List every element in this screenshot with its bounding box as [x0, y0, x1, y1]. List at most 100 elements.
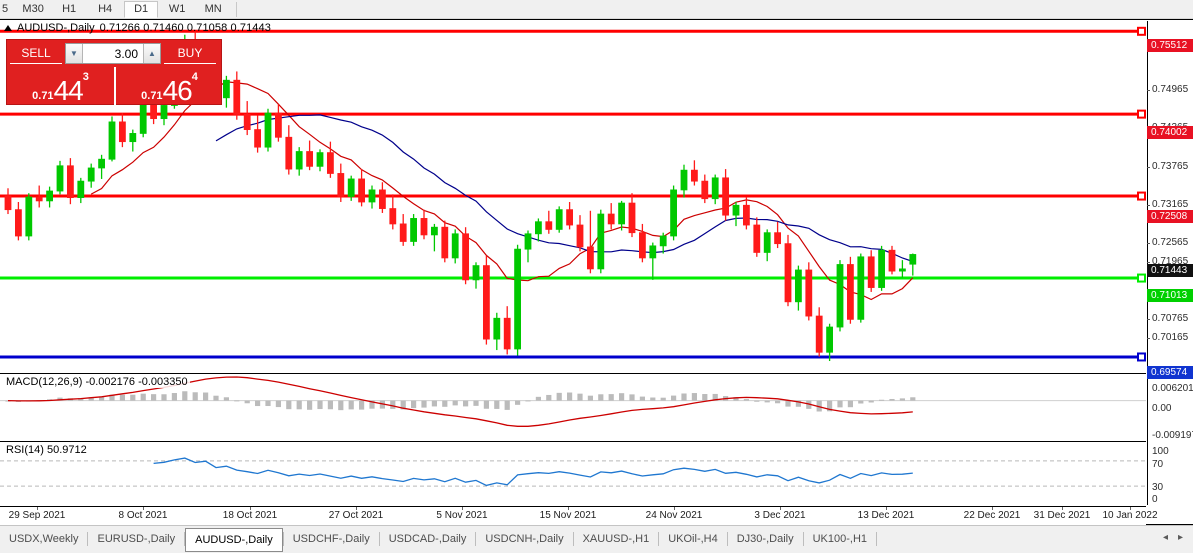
- buy-label[interactable]: BUY: [164, 43, 216, 64]
- date-tick-label: 18 Oct 2021: [222, 510, 278, 521]
- buy-button[interactable]: 0.71 46 4: [114, 67, 223, 106]
- price-level-badge-black[interactable]: 0.71443: [1147, 264, 1193, 277]
- date-tick-label: 29 Sep 2021: [8, 510, 66, 521]
- rsi-pane[interactable]: RSI(14) 50.9712: [0, 441, 1146, 505]
- sell-price-fraction: 3: [82, 71, 89, 83]
- chart-tab-uk100-h1[interactable]: UK100-,H1: [812, 533, 868, 545]
- tab-divider: [802, 532, 804, 546]
- price-level-badge-blue[interactable]: 0.69574: [1147, 366, 1193, 379]
- price-tick-mark: [1147, 166, 1150, 168]
- timeframe-button-d1[interactable]: D1: [124, 0, 159, 18]
- timeframe-toolbar: 5 M30 H1 H4 D1 W1 MN: [0, 0, 1193, 19]
- volume-value[interactable]: 3.00: [114, 46, 138, 61]
- date-tick-mark: [143, 507, 144, 510]
- date-tick-label: 10 Jan 2022: [1102, 510, 1158, 521]
- timeframe-button-mn[interactable]: MN: [204, 3, 222, 15]
- date-tick-mark: [674, 507, 675, 510]
- volume-increase-icon[interactable]: ▲: [143, 44, 160, 63]
- timeframe-button-m5[interactable]: 5: [2, 3, 9, 15]
- tab-divider: [726, 532, 728, 546]
- one-click-trading-panel[interactable]: SELL ▼ 3.00 ▲ BUY 0.71 44 3 0.71 46 4: [6, 39, 223, 106]
- chart-tab-usdx-weekly[interactable]: USDX,Weekly: [9, 533, 79, 545]
- date-tick-label: 5 Nov 2021: [436, 510, 488, 521]
- tab-divider: [87, 532, 89, 546]
- timeframe-button-m30[interactable]: M30: [22, 3, 44, 15]
- tab-scroll-controls: ◂ ▸: [1163, 532, 1193, 543]
- candlestick-plot: [0, 26, 1146, 362]
- date-tick-mark: [462, 507, 463, 510]
- price-tick-mark: [1147, 318, 1150, 320]
- price-level-badge-red[interactable]: 0.72508: [1147, 210, 1193, 223]
- tab-divider: [658, 532, 660, 546]
- sell-price-prefix: 0.71: [32, 90, 54, 102]
- chart-tab-ukoil-h4[interactable]: UKOil-,H4: [668, 533, 718, 545]
- volume-stepper[interactable]: ▼ 3.00 ▲: [65, 43, 161, 64]
- price-tick-text: 0.70765: [1152, 313, 1189, 324]
- trade-panel-top-row: SELL ▼ 3.00 ▲ BUY: [7, 40, 223, 67]
- sell-button[interactable]: 0.71 44 3: [7, 67, 114, 106]
- tab-scroll-right-icon[interactable]: ▸: [1177, 532, 1183, 543]
- price-tick-text: 0.73765: [1152, 161, 1189, 172]
- date-tick-mark: [37, 507, 38, 510]
- macd-scale-label: 0.00: [1152, 403, 1172, 414]
- tab-divider: [572, 532, 574, 546]
- collapse-triangle-icon[interactable]: [4, 24, 12, 31]
- price-tick-mark: [1147, 242, 1150, 244]
- price-tick-text: 0.70165: [1152, 332, 1189, 343]
- timeframe-button-h1[interactable]: H1: [62, 3, 77, 15]
- sell-price-major: 44: [53, 75, 84, 106]
- chart-tab-eurusd-daily[interactable]: EURUSD-,Daily: [97, 533, 176, 545]
- date-tick-label: 31 Dec 2021: [1033, 510, 1091, 521]
- macd-label: MACD(12,26,9) -0.002176 -0.003350: [4, 376, 190, 388]
- price-tick-label: 0.72565: [1147, 237, 1193, 248]
- price-tick-label: 0.71965: [1147, 256, 1193, 267]
- tab-divider: [282, 532, 284, 546]
- chart-ohlc-values: 0.71266 0.71460 0.71058 0.71443: [99, 21, 271, 34]
- price-tick-text: 0.73165: [1152, 199, 1189, 210]
- buy-price-prefix: 0.71: [141, 90, 163, 102]
- price-tick-mark: [1147, 204, 1150, 206]
- macd-pane[interactable]: MACD(12,26,9) -0.002176 -0.003350: [0, 373, 1146, 440]
- tab-divider: [475, 532, 477, 546]
- date-tick-label: 8 Oct 2021: [118, 510, 168, 521]
- price-level-badge-green[interactable]: 0.71013: [1147, 289, 1193, 302]
- rsi-label: RSI(14) 50.9712: [4, 444, 89, 456]
- tab-divider: [876, 532, 878, 546]
- date-tick-label: 22 Dec 2021: [963, 510, 1021, 521]
- price-scale[interactable]: 0.749650.743650.737650.731650.725650.719…: [1147, 21, 1193, 505]
- chart-tab-usdcnh-daily[interactable]: USDCNH-,Daily: [485, 533, 564, 545]
- date-tick-label: 3 Dec 2021: [754, 510, 806, 521]
- rsi-scale-label: 70: [1152, 459, 1164, 470]
- chart-tab-usdchf-daily[interactable]: USDCHF-,Daily: [292, 533, 370, 545]
- price-level-badge-red[interactable]: 0.74002: [1147, 126, 1193, 139]
- macd-scale-label: 0.006201: [1152, 383, 1193, 394]
- date-tick-mark: [886, 507, 887, 510]
- timeframe-button-w1[interactable]: W1: [168, 3, 186, 15]
- price-tick-text: 0.74965: [1152, 84, 1189, 95]
- price-tick-mark: [1147, 261, 1150, 263]
- date-tick-label: 27 Oct 2021: [328, 510, 384, 521]
- chart-tab-dj30-daily[interactable]: DJ30-,Daily: [736, 533, 794, 545]
- chart-tab-xauusd-h1[interactable]: XAUUSD-,H1: [582, 533, 650, 545]
- price-pane[interactable]: [0, 21, 1146, 372]
- timeframe-button-h4[interactable]: H4: [98, 3, 113, 15]
- tab-scroll-left-icon[interactable]: ◂: [1162, 532, 1168, 543]
- price-level-badge-red[interactable]: 0.75512: [1147, 39, 1193, 52]
- rsi-scale-label: 100: [1152, 446, 1169, 457]
- chart-tab-usdcad-daily[interactable]: USDCAD-,Daily: [388, 533, 467, 545]
- date-axis: 29 Sep 2021 8 Oct 2021 18 Oct 2021 27 Oct 2…: [0, 506, 1158, 525]
- price-tick-label: 0.70765: [1147, 313, 1193, 324]
- chart-header: AUDUSD-,Daily 0.71266 0.71460 0.71058 0.…: [0, 20, 1160, 35]
- date-tick-mark: [250, 507, 251, 510]
- chart-symbol-label: AUDUSD-,Daily: [17, 21, 95, 34]
- macd-plot: [0, 376, 1146, 427]
- chart-canvas-window[interactable]: AUDUSD-,Daily 0.71266 0.71460 0.71058 0.…: [0, 19, 1193, 525]
- chart-tab-audusd-daily[interactable]: AUDUSD-,Daily: [185, 528, 283, 552]
- tab-divider: [184, 532, 186, 546]
- trade-panel-prices: 0.71 44 3 0.71 46 4: [7, 67, 223, 106]
- date-tick-mark: [992, 507, 993, 510]
- price-tick-text: 0.72565: [1152, 237, 1189, 248]
- buy-price-major: 46: [162, 75, 193, 106]
- volume-decrease-icon[interactable]: ▼: [66, 44, 83, 63]
- sell-label[interactable]: SELL: [10, 43, 62, 64]
